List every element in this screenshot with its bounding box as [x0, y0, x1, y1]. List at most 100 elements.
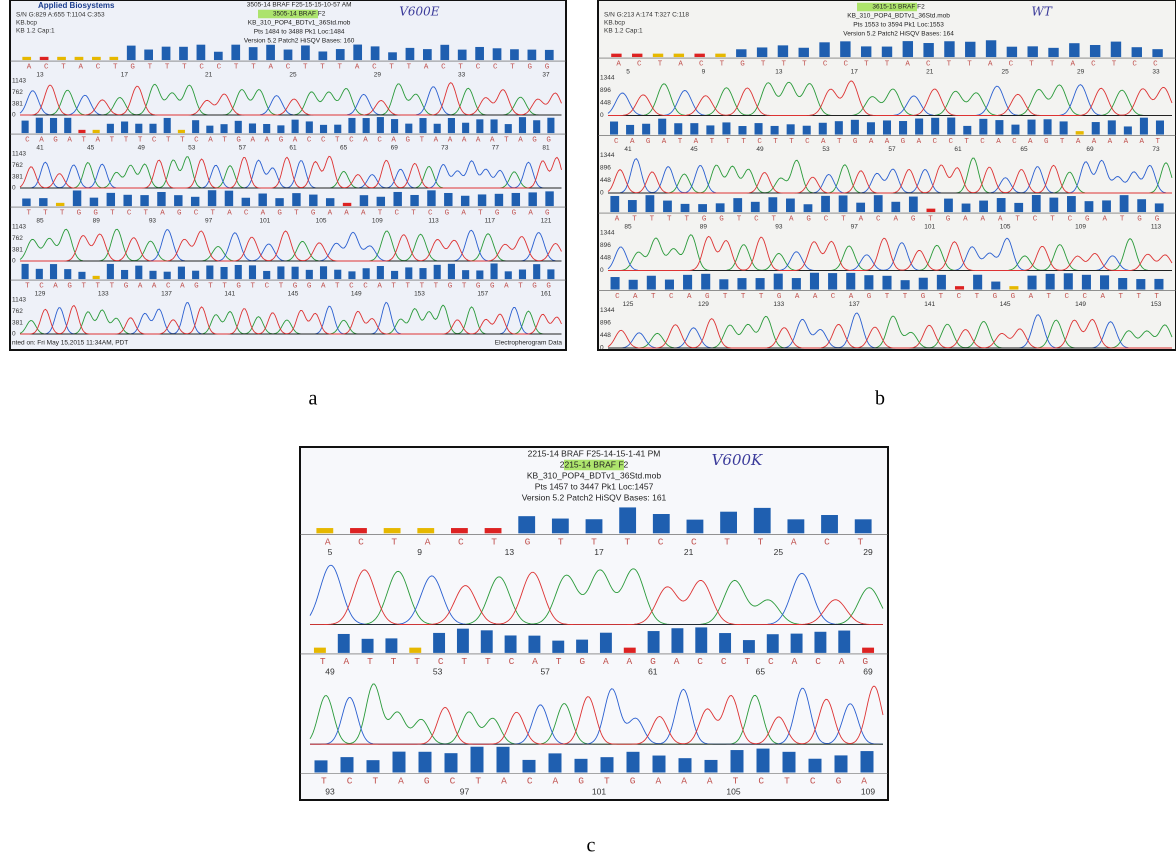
base-position: 81 [542, 145, 550, 152]
quality-bar [491, 119, 498, 133]
quality-bar [191, 197, 199, 206]
quality-bar [1100, 275, 1109, 289]
quality-bar [405, 267, 412, 279]
quality-bar [646, 195, 655, 212]
y-axis-label: 896 [600, 242, 611, 249]
quality-bar [39, 198, 47, 206]
y-axis-label: 448 [600, 255, 611, 262]
quality-bar [706, 125, 714, 134]
quality-bar [861, 46, 871, 57]
base-position: 109 [372, 218, 383, 225]
quality-bar [263, 271, 270, 279]
quality-bar [393, 752, 406, 773]
base-position: 89 [93, 218, 101, 225]
base-position: 109 [1075, 224, 1086, 231]
y-axis-label: 448 [600, 177, 611, 184]
quality-bar [206, 126, 213, 133]
base-position: 57 [540, 667, 550, 677]
quality-bar [1120, 195, 1129, 212]
quality-bar [552, 519, 569, 534]
base-position: 73 [1152, 146, 1160, 153]
y-axis-label: 0 [600, 267, 604, 274]
quality-bar [353, 45, 362, 61]
quality-bar [50, 118, 57, 133]
quality-bar [481, 630, 493, 653]
y-axis-label: 1143 [12, 297, 26, 304]
quality-bar [519, 270, 526, 280]
base-position: 97 [851, 224, 859, 231]
quality-bar [1124, 126, 1132, 134]
base-position: 137 [161, 291, 172, 298]
base-position: 45 [87, 145, 95, 152]
quality-bar [334, 125, 341, 133]
header-line: 3505-14 BRAF F2 [273, 11, 326, 18]
y-axis-label: 896 [600, 87, 611, 94]
quality-bar [576, 640, 588, 653]
header-line: 2215-14 BRAF F25-14-15-1-41 PM [528, 448, 661, 458]
quality-bar [314, 648, 326, 653]
quality-bar [663, 201, 672, 212]
y-axis-label: 1344 [600, 307, 615, 314]
base-position: 53 [188, 145, 196, 152]
base-position: 113 [1151, 224, 1162, 231]
figure: a b c Applied BiosystemsS/N G:829 A:655 … [0, 0, 1176, 859]
quality-bar [419, 752, 432, 773]
base-position: 49 [138, 145, 146, 152]
base-position: 25 [774, 547, 784, 557]
quality-bar [149, 271, 156, 279]
base-position: 113 [428, 218, 439, 225]
quality-bar [192, 120, 199, 133]
quality-bar [367, 760, 380, 772]
base-position: 121 [541, 218, 552, 225]
quality-bar [391, 271, 398, 279]
quality-bar [221, 267, 228, 279]
quality-bar [36, 118, 43, 133]
quality-bar [856, 203, 865, 212]
quality-bar [497, 747, 510, 773]
header-line: Version 5.2 Patch2 HiSQV Bases: 164 [843, 31, 954, 38]
quality-bar [107, 193, 115, 206]
quality-bar [861, 751, 874, 772]
quality-bar [855, 519, 872, 533]
quality-bar [93, 276, 100, 279]
quality-bar [93, 130, 100, 133]
quality-bar [318, 51, 327, 60]
quality-bar [674, 54, 684, 57]
quality-bar [687, 520, 704, 534]
quality-bar [451, 528, 468, 533]
y-axis-label: 1344 [600, 152, 615, 159]
quality-bar [874, 195, 883, 212]
quality-bar [409, 648, 421, 653]
base-position: 21 [684, 547, 694, 557]
quality-bar [883, 120, 891, 134]
panel: S/N G:213 A:174 T:327 C:118KB.bcpKB 1.2 … [598, 0, 1176, 352]
quality-bar [249, 123, 256, 133]
quality-bar [997, 198, 1006, 212]
base-position: 125 [623, 301, 634, 308]
quality-bar [931, 118, 939, 135]
quality-bar [249, 47, 258, 60]
quality-bar [363, 268, 370, 279]
base-position: 37 [542, 72, 550, 79]
quality-bar [512, 193, 520, 206]
base-position: 153 [414, 291, 425, 298]
quality-bar [610, 196, 619, 212]
quality-bar [909, 197, 918, 213]
quality-bar [360, 195, 368, 206]
quality-bar [738, 126, 746, 135]
y-axis-label: 762 [12, 162, 23, 169]
quality-bar [326, 198, 334, 206]
quality-bar [505, 271, 512, 279]
quality-bar [1111, 42, 1121, 57]
quality-bar [965, 42, 975, 57]
quality-bar [1028, 276, 1037, 290]
quality-bar [419, 118, 426, 133]
quality-bar [611, 277, 620, 290]
quality-bar [1118, 278, 1127, 290]
quality-bar [1092, 122, 1100, 134]
panel-label: c [587, 835, 596, 857]
y-axis-label: 0 [12, 112, 16, 119]
quality-bar [309, 195, 317, 206]
base-position: 41 [36, 145, 44, 152]
quality-bar [462, 270, 469, 279]
